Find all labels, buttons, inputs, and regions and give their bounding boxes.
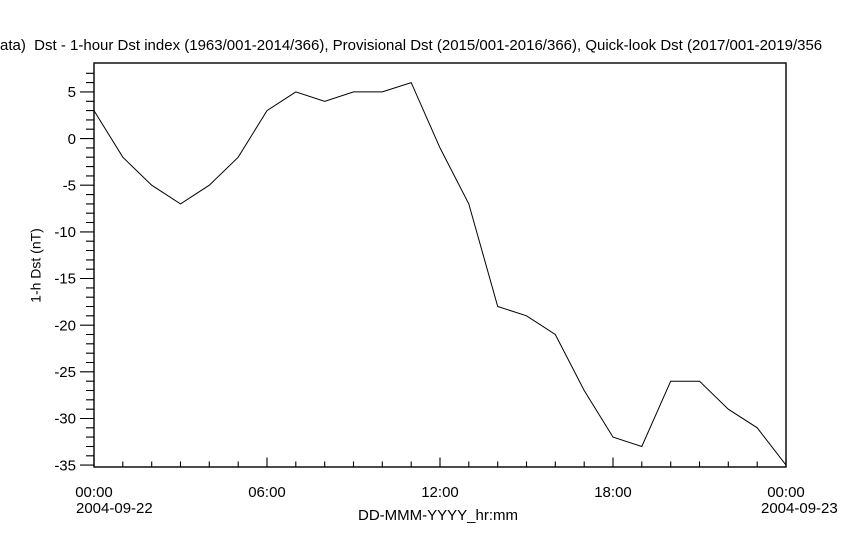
y-tick-label: -35 bbox=[54, 457, 76, 474]
start-date-label: 2004-09-22 bbox=[76, 500, 153, 517]
end-date-label: 2004-09-23 bbox=[761, 500, 838, 517]
dst-line bbox=[93, 81, 787, 466]
y-tick-label: -10 bbox=[54, 224, 76, 241]
plot-title: ata) Dst - 1-hour Dst index (1963/001-20… bbox=[0, 37, 823, 54]
y-tick-label: 0 bbox=[68, 131, 76, 148]
axis-ticks bbox=[80, 72, 787, 467]
y-tick-label: -25 bbox=[54, 364, 76, 381]
x-axis-label: DD-MMM-YYYY_hr:mm bbox=[358, 507, 518, 524]
y-tick-label: 5 bbox=[68, 84, 76, 101]
x-tick-label: 18:00 bbox=[594, 484, 632, 501]
x-tick-label: 00:00 bbox=[767, 484, 805, 501]
y-tick-label: -15 bbox=[54, 271, 76, 288]
y-tick-label: -20 bbox=[54, 317, 76, 334]
y-tick-label: -5 bbox=[63, 177, 76, 194]
x-tick-label: 12:00 bbox=[421, 484, 459, 501]
plot-border bbox=[93, 62, 787, 468]
y-axis-label: 1-h Dst (nT) bbox=[27, 228, 44, 303]
x-tick-label: 00:00 bbox=[75, 484, 113, 501]
x-tick-label: 06:00 bbox=[248, 484, 286, 501]
y-tick-label: -30 bbox=[54, 411, 76, 428]
